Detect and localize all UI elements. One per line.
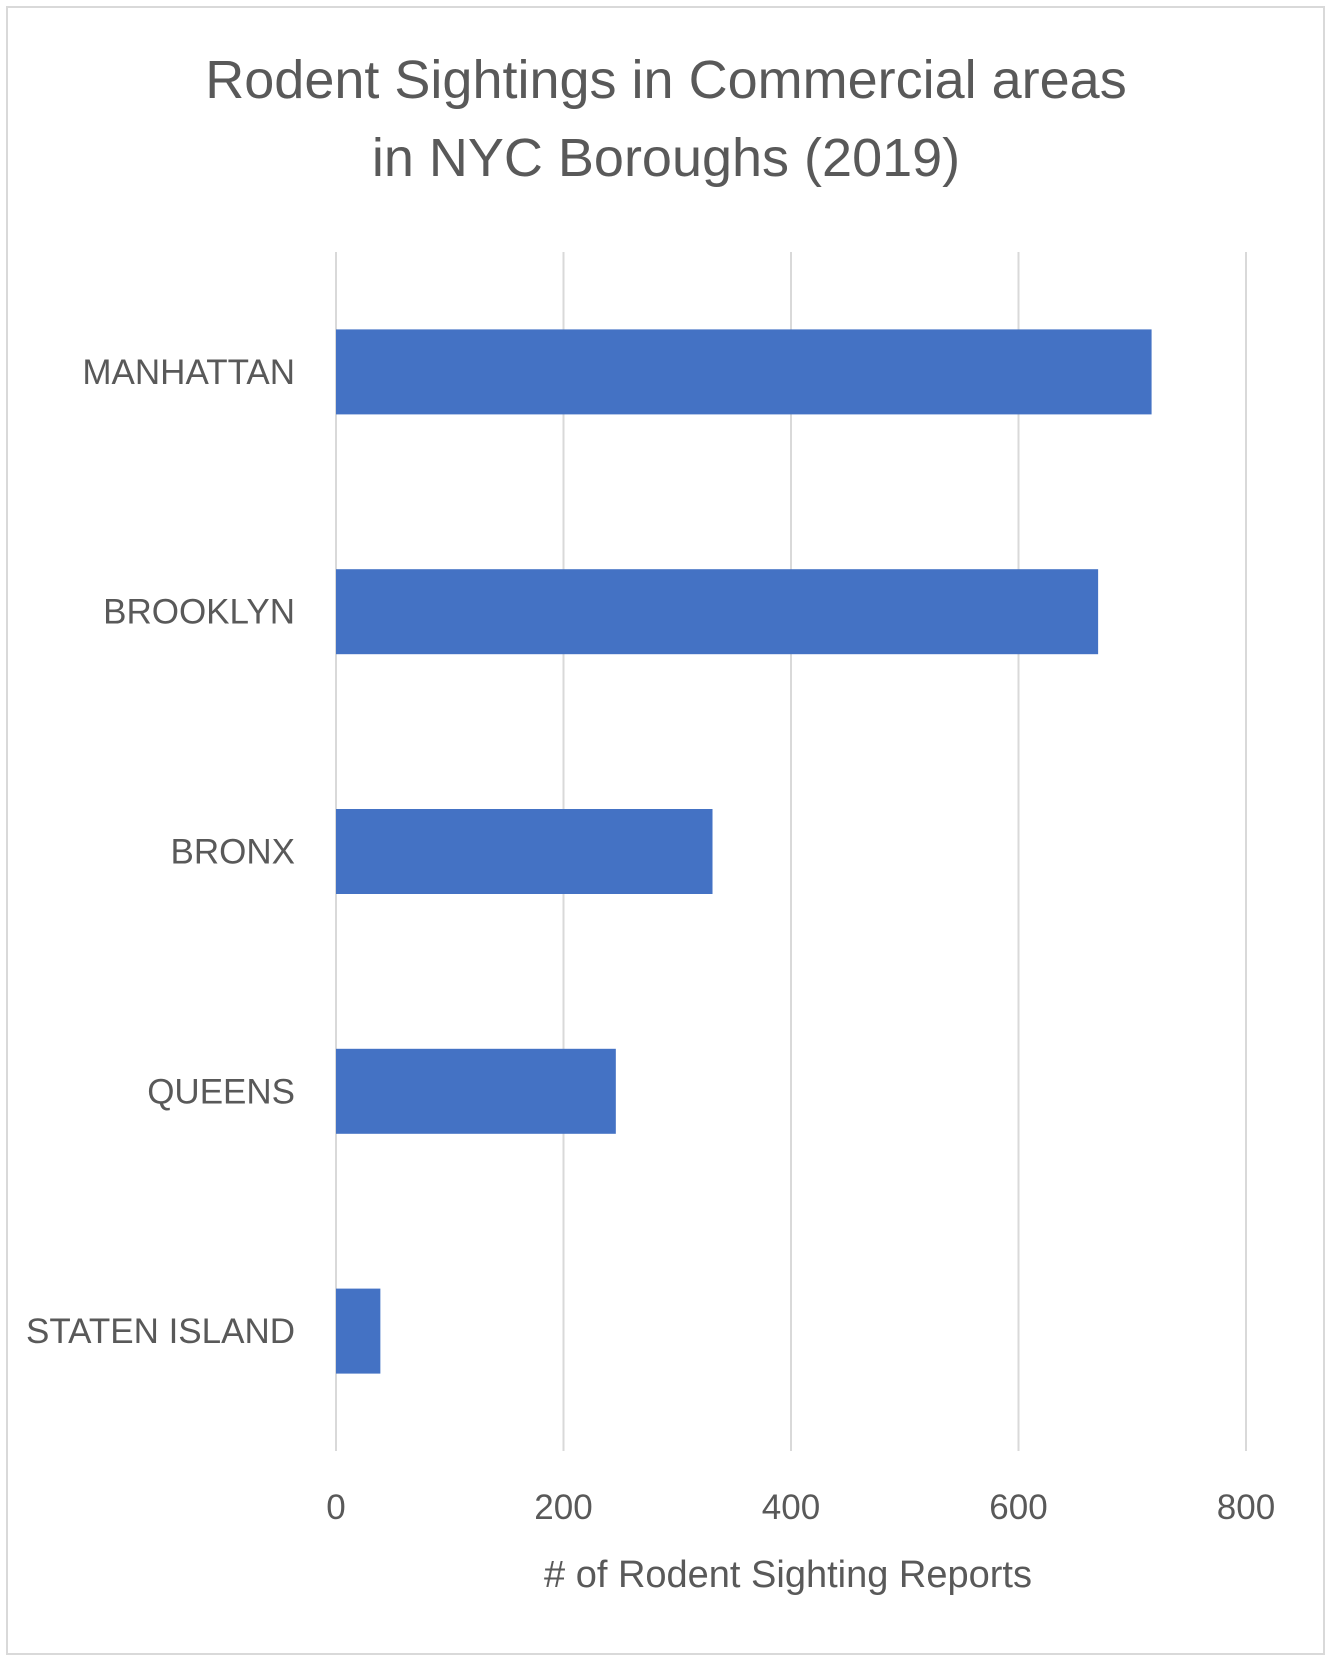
x-tick-label: 400 (762, 1488, 820, 1527)
category-labels: MANHATTAN BROOKLYN BRONX QUEENS STATEN ISLAN… (26, 353, 295, 1351)
chart-title-line-2: in NYC Boroughs (2019) (372, 128, 960, 188)
x-tick-label: 600 (989, 1488, 1047, 1527)
x-tick-label: 200 (534, 1488, 592, 1527)
x-axis-title: # of Rodent Sighting Reports (544, 1554, 1032, 1596)
chart-title: Rodent Sightings in Commercial areas in … (205, 50, 1126, 188)
x-tick-labels: 0 200 400 600 800 (326, 1488, 1275, 1527)
category-label: MANHATTAN (82, 353, 295, 392)
bars (336, 329, 1152, 1374)
bar-queens (336, 1048, 616, 1134)
bar-staten-island (336, 1288, 381, 1374)
category-label: QUEENS (147, 1072, 295, 1111)
category-label: STATEN ISLAND (26, 1312, 295, 1351)
chart-title-line-1: Rodent Sightings in Commercial areas (205, 50, 1126, 110)
x-tick-label: 800 (1217, 1488, 1275, 1527)
bar-manhattan (336, 329, 1152, 415)
bar-brooklyn (336, 569, 1099, 655)
bar-bronx (336, 809, 713, 894)
category-label: BRONX (171, 833, 295, 872)
category-label: BROOKLYN (103, 593, 295, 632)
x-tick-label: 0 (326, 1488, 345, 1527)
